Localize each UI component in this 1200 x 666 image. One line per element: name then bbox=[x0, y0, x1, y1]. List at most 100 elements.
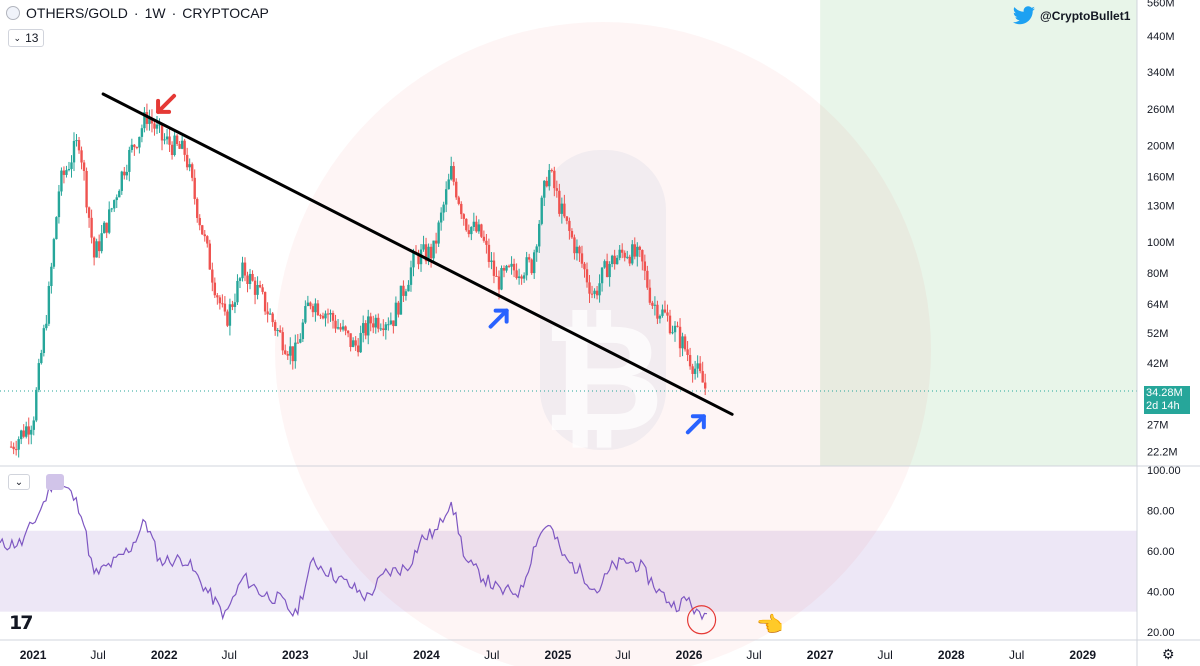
tradingview-logo-icon[interactable]: 17 bbox=[9, 612, 33, 634]
candle bbox=[437, 220, 440, 247]
candle bbox=[429, 243, 433, 268]
candle bbox=[661, 304, 664, 318]
symbol-name[interactable]: OTHERS/GOLD bbox=[26, 5, 128, 21]
chevron-down-icon: ⌄ bbox=[13, 32, 22, 43]
candle bbox=[439, 207, 443, 231]
candle bbox=[545, 176, 548, 188]
bitcoin-watermark: ₿ bbox=[275, 22, 931, 666]
candle bbox=[693, 360, 697, 380]
candle bbox=[633, 237, 636, 260]
candle bbox=[60, 167, 63, 196]
candle bbox=[666, 304, 669, 322]
candle bbox=[80, 146, 83, 170]
descending-trendline[interactable] bbox=[101, 92, 734, 416]
candle bbox=[97, 234, 101, 259]
candle bbox=[248, 268, 252, 290]
candle bbox=[276, 327, 279, 337]
candle bbox=[678, 318, 682, 358]
candle bbox=[130, 138, 134, 153]
candle bbox=[588, 274, 591, 303]
rsi-sync-icon[interactable] bbox=[46, 474, 64, 490]
candle bbox=[696, 355, 699, 378]
candle bbox=[502, 265, 506, 278]
candle bbox=[555, 180, 559, 198]
candle bbox=[27, 417, 30, 445]
settings-gear-icon[interactable]: ⚙ bbox=[1162, 646, 1175, 662]
candle bbox=[427, 243, 430, 266]
candle bbox=[183, 138, 186, 162]
candle bbox=[399, 285, 403, 315]
candle bbox=[422, 235, 425, 252]
candle bbox=[266, 302, 269, 323]
candle bbox=[306, 295, 310, 307]
candle bbox=[125, 164, 129, 180]
candle bbox=[701, 361, 704, 383]
candle bbox=[296, 333, 300, 344]
candle bbox=[585, 262, 589, 288]
candle bbox=[102, 221, 106, 234]
price-axis-tick: 27M bbox=[1147, 419, 1168, 431]
candle bbox=[638, 245, 642, 258]
candle bbox=[364, 320, 367, 340]
candle bbox=[155, 115, 159, 135]
candle bbox=[268, 308, 272, 315]
candle bbox=[55, 216, 58, 240]
candle bbox=[663, 300, 667, 314]
candle bbox=[208, 239, 211, 270]
candle bbox=[321, 312, 325, 320]
candle bbox=[45, 315, 48, 331]
candle bbox=[190, 162, 194, 182]
candle bbox=[52, 237, 56, 269]
candle bbox=[188, 158, 191, 172]
candle bbox=[520, 274, 523, 285]
forecast-zone bbox=[820, 0, 1137, 466]
candle bbox=[213, 277, 217, 298]
candle bbox=[180, 135, 184, 150]
rsi-axis-tick: 20.00 bbox=[1147, 627, 1175, 639]
candle bbox=[178, 141, 181, 150]
candle bbox=[369, 312, 372, 332]
candle bbox=[263, 291, 267, 315]
candle bbox=[226, 309, 229, 328]
candle bbox=[231, 300, 234, 311]
candle bbox=[110, 207, 113, 213]
candle bbox=[309, 301, 312, 310]
candle bbox=[648, 279, 652, 305]
candle bbox=[621, 243, 624, 259]
candle bbox=[35, 387, 38, 423]
candle bbox=[206, 235, 209, 248]
candle bbox=[688, 347, 692, 370]
candle bbox=[140, 124, 144, 143]
interval-label[interactable]: 1W bbox=[144, 5, 166, 21]
candle bbox=[610, 254, 614, 268]
exchange-label: CRYPTOCAP bbox=[182, 5, 269, 21]
candle bbox=[683, 334, 687, 352]
rsi-line bbox=[0, 476, 708, 621]
candle bbox=[442, 201, 445, 221]
candle bbox=[77, 136, 81, 154]
time-axis-tick: Jul bbox=[1009, 648, 1024, 662]
rsi-collapse-button[interactable]: ⌄ bbox=[8, 474, 30, 490]
indicator-toggle-button[interactable]: ⌄ 13 bbox=[8, 29, 44, 47]
candle bbox=[40, 349, 43, 365]
candle bbox=[238, 276, 242, 289]
candle bbox=[570, 228, 574, 239]
candle bbox=[605, 253, 609, 278]
price-axis-tick: 440M bbox=[1147, 31, 1175, 43]
candle bbox=[326, 308, 330, 324]
candle bbox=[538, 220, 541, 253]
candle bbox=[490, 252, 493, 270]
candle bbox=[319, 313, 322, 320]
candle bbox=[14, 440, 18, 456]
candle bbox=[193, 169, 196, 205]
candle bbox=[379, 323, 382, 331]
candle bbox=[271, 312, 274, 327]
candle bbox=[540, 195, 543, 226]
candle bbox=[447, 173, 450, 190]
red-arrow-icon bbox=[156, 93, 177, 114]
author-handle: @CryptoBullet1 bbox=[1040, 9, 1131, 23]
candle bbox=[175, 133, 179, 146]
candle bbox=[334, 314, 337, 333]
candle bbox=[286, 350, 289, 360]
price-axis-tick: 560M bbox=[1147, 0, 1175, 9]
